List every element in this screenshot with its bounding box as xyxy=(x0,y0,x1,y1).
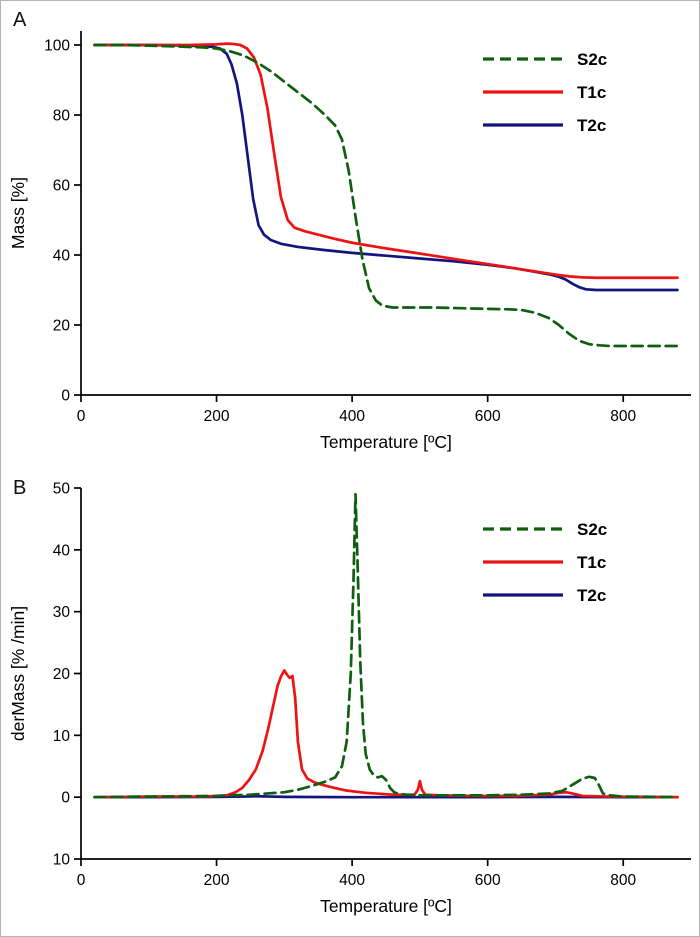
y-tick-label: 100 xyxy=(44,38,70,55)
x-tick-label: 400 xyxy=(339,408,365,425)
series-line-T1c xyxy=(93,669,679,799)
mass-vs-temperature-chart: 0 200 400 600 800 0 20 40 60 80 100 Temperature [ºC… xyxy=(8,31,691,452)
x-tick-label: 800 xyxy=(610,408,636,425)
legend-label-T2c: T2c xyxy=(577,116,606,135)
y-tick-label: 10 xyxy=(53,728,71,745)
y-tick-label: 20 xyxy=(53,666,71,683)
series-line-S2c xyxy=(93,492,679,799)
y-axis-title: derMass [% /min] xyxy=(8,606,28,741)
x-tick-label: 0 xyxy=(77,408,86,425)
x-tick-label: 0 xyxy=(77,872,86,889)
y-tick-label: 10 xyxy=(53,852,71,869)
x-axis-title: Temperature [ºC] xyxy=(320,896,452,916)
dermass-vs-temperature-chart: 0 200 400 600 800 10 0 10 20 30 40 50 Temperature [º… xyxy=(8,481,691,916)
x-axis-title: Temperature [ºC] xyxy=(320,432,452,452)
y-tick-label: 0 xyxy=(61,388,70,405)
x-tick-label: 200 xyxy=(204,408,230,425)
series-line-S2c xyxy=(93,43,679,348)
x-tick-label: 600 xyxy=(475,408,501,425)
panel-b-label: B xyxy=(13,477,27,499)
y-axis-title: Mass [%] xyxy=(8,177,28,249)
series-line-T2c xyxy=(93,43,679,292)
x-tick-label: 200 xyxy=(204,872,230,889)
y-tick-label: 50 xyxy=(53,481,71,498)
y-tick-label: 20 xyxy=(53,318,71,335)
legend-label-T2c: T2c xyxy=(577,586,606,605)
y-tick-label: 40 xyxy=(53,542,71,559)
legend-label-T1c: T1c xyxy=(577,83,606,102)
x-tick-label: 400 xyxy=(339,872,365,889)
series-line-T1c xyxy=(93,42,679,280)
legend-label-T1c: T1c xyxy=(577,553,606,572)
legend-label-S2c: S2c xyxy=(577,50,607,69)
y-tick-label: 30 xyxy=(53,604,71,621)
legend-label-S2c: S2c xyxy=(577,520,607,539)
x-tick-label: 600 xyxy=(475,872,501,889)
y-tick-label: 80 xyxy=(53,108,71,125)
y-tick-label: 60 xyxy=(53,178,71,195)
x-tick-label: 800 xyxy=(610,872,636,889)
y-tick-label: 40 xyxy=(53,248,71,265)
y-tick-label: 0 xyxy=(61,790,70,807)
panel-a-label: A xyxy=(13,9,27,31)
